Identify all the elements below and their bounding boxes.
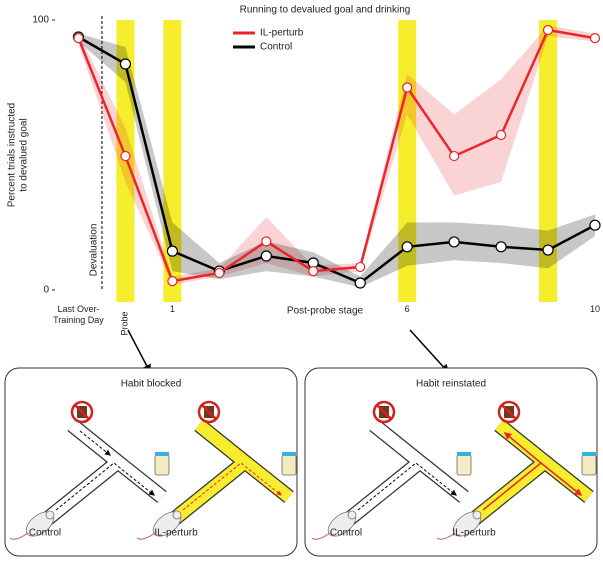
maze-label: Control [29, 528, 61, 539]
panel [304, 367, 598, 557]
x-tick-label: Probe [119, 311, 130, 336]
data-point [495, 241, 507, 253]
data-point [495, 129, 507, 141]
x-tick-label: Last Over-Training Day [53, 304, 104, 325]
x-tick-label: 6 [404, 304, 410, 314]
data-point [589, 219, 601, 231]
data-point [402, 82, 413, 93]
y-tick-label: 0 [43, 285, 49, 296]
data-point [308, 266, 319, 277]
data-point [166, 245, 178, 257]
series-line [77, 35, 596, 285]
panel-title: Habit reinstated [416, 379, 486, 390]
data-point [261, 236, 272, 247]
y-axis-title: Percent trials instructed [7, 103, 18, 208]
data-point [260, 250, 272, 262]
x-axis-title: Post-probe stage [287, 306, 364, 317]
data-point [449, 150, 460, 162]
x-tick-label: 1 [169, 304, 175, 314]
y-axis-title: to devalued goal [19, 118, 30, 191]
data-point [589, 32, 601, 44]
y-tick-label: 100 [32, 15, 49, 26]
plot-area: Devaluation 0 100 IL-perturb Control [32, 15, 601, 302]
error-band [78, 25, 595, 285]
maze [436, 400, 597, 542]
arrow [127, 329, 151, 374]
highlight [539, 20, 558, 302]
maze-label: IL-perturb [452, 528, 496, 539]
data-point [73, 32, 84, 44]
error-band [78, 33, 595, 288]
data-point [167, 275, 178, 287]
data-point [119, 58, 132, 70]
maze-label: Control [330, 528, 362, 539]
data-point [214, 267, 225, 279]
data-point [401, 241, 413, 253]
arrow [409, 329, 450, 374]
panel-title: Habit blocked [121, 379, 182, 390]
data-point [542, 244, 554, 256]
data-point [448, 236, 460, 248]
data-point [355, 261, 366, 273]
maze-label: IL-perturb [154, 528, 198, 539]
series-line [77, 28, 596, 283]
data-point [542, 24, 554, 36]
legend-label: Control [260, 42, 292, 53]
x-tick-label: 10 [589, 304, 601, 314]
data-point [354, 277, 366, 289]
chart-title: Running to devalued goal and drinking [240, 5, 411, 16]
maze [9, 400, 170, 542]
data-point [120, 150, 131, 162]
highlight [398, 20, 417, 302]
legend-label: IL-perturb [260, 28, 304, 39]
event-label: Devaluation [89, 224, 100, 277]
